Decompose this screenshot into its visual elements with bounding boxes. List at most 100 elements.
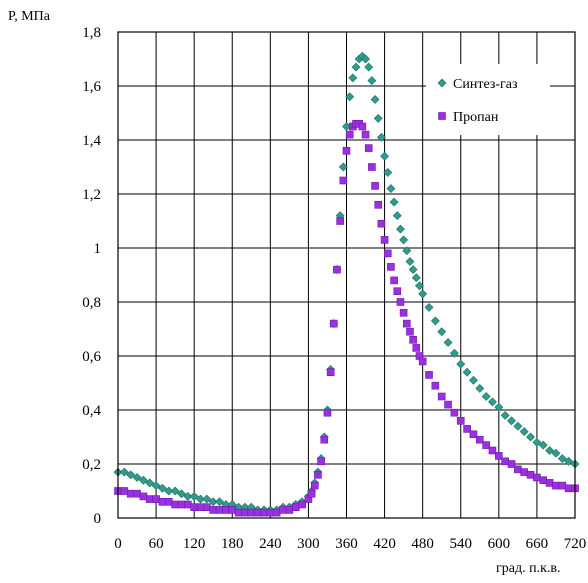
data-point bbox=[393, 287, 402, 296]
data-point bbox=[342, 147, 351, 155]
data-point bbox=[526, 470, 535, 479]
y-tick-label: 0 bbox=[94, 511, 102, 527]
data-point bbox=[196, 503, 205, 512]
data-point bbox=[158, 497, 167, 506]
x-tick-label: 720 bbox=[564, 536, 587, 552]
x-tick-label: 540 bbox=[450, 536, 473, 552]
data-point bbox=[475, 383, 485, 393]
data-point bbox=[333, 265, 341, 274]
data-point bbox=[272, 508, 281, 517]
data-point bbox=[396, 224, 405, 234]
data-point bbox=[514, 465, 522, 474]
data-point bbox=[234, 508, 243, 517]
data-point bbox=[323, 408, 332, 417]
data-point bbox=[383, 167, 393, 177]
data-point bbox=[399, 235, 409, 245]
data-point bbox=[126, 489, 135, 498]
data-point bbox=[390, 276, 398, 285]
data-point bbox=[532, 437, 542, 447]
data-point bbox=[126, 470, 136, 480]
data-point bbox=[202, 494, 212, 504]
data-point bbox=[241, 508, 249, 517]
y-tick-label: 1,4 bbox=[82, 133, 101, 149]
x-tick-label: 480 bbox=[411, 536, 434, 552]
data-point bbox=[386, 184, 396, 194]
x-axis-title: град. п.к.в. bbox=[496, 561, 560, 576]
data-point bbox=[402, 246, 412, 256]
data-point bbox=[469, 430, 478, 439]
data-point bbox=[507, 460, 516, 468]
data-point bbox=[222, 506, 230, 514]
data-point bbox=[494, 402, 504, 412]
data-point bbox=[345, 92, 355, 102]
data-point bbox=[158, 483, 167, 493]
data-point bbox=[285, 506, 294, 514]
data-point bbox=[208, 497, 218, 507]
data-point bbox=[348, 73, 358, 83]
y-axis-title: P, МПа bbox=[8, 9, 51, 24]
data-point bbox=[456, 416, 465, 425]
x-tick-label: 180 bbox=[221, 536, 244, 552]
data-point bbox=[500, 410, 510, 420]
legend-marker bbox=[438, 112, 446, 120]
data-point bbox=[425, 371, 433, 379]
data-point bbox=[488, 446, 497, 455]
data-point bbox=[415, 281, 424, 291]
data-point bbox=[519, 427, 529, 437]
data-point bbox=[443, 338, 453, 347]
data-point bbox=[564, 484, 573, 493]
data-point bbox=[383, 249, 392, 258]
data-point bbox=[345, 130, 354, 139]
data-point bbox=[520, 468, 529, 476]
data-point bbox=[307, 489, 316, 498]
data-point bbox=[389, 197, 399, 207]
data-point bbox=[418, 289, 428, 299]
data-point bbox=[119, 467, 129, 477]
data-point bbox=[411, 273, 421, 283]
data-point bbox=[551, 448, 561, 458]
x-tick-label: 0 bbox=[114, 536, 122, 552]
y-tick-label: 0,2 bbox=[82, 457, 101, 473]
y-tick-label: 1,8 bbox=[82, 25, 101, 41]
data-point bbox=[298, 500, 306, 509]
x-axis-ticks: 0 60 120 180 240 300 360 420 480 540 600 660 720 bbox=[114, 536, 586, 552]
data-point bbox=[377, 219, 386, 228]
data-point bbox=[463, 425, 471, 433]
data-point bbox=[183, 491, 193, 501]
data-point bbox=[437, 327, 447, 337]
data-point bbox=[380, 236, 389, 244]
data-point bbox=[469, 375, 478, 385]
data-point bbox=[189, 491, 199, 501]
data-point bbox=[370, 95, 380, 104]
data-point bbox=[266, 508, 275, 517]
data-point bbox=[392, 211, 402, 221]
data-point bbox=[338, 162, 348, 172]
data-point bbox=[373, 113, 383, 123]
data-point bbox=[437, 392, 446, 401]
data-point bbox=[552, 481, 560, 490]
data-point bbox=[358, 122, 367, 131]
data-point bbox=[314, 470, 322, 479]
legend: Синтез-газ Пропан bbox=[426, 64, 550, 135]
data-point bbox=[320, 435, 329, 444]
data-point bbox=[557, 454, 567, 464]
data-point bbox=[145, 478, 155, 488]
data-point bbox=[387, 263, 395, 271]
data-point bbox=[481, 392, 491, 401]
data-point bbox=[215, 497, 224, 507]
x-tick-label: 240 bbox=[259, 536, 282, 552]
data-point bbox=[424, 302, 434, 312]
data-point bbox=[545, 479, 554, 487]
data-point bbox=[177, 500, 186, 509]
data-point bbox=[310, 481, 319, 490]
data-point bbox=[526, 432, 535, 442]
data-point bbox=[203, 503, 211, 512]
data-point bbox=[247, 508, 256, 517]
data-point bbox=[402, 319, 411, 328]
data-point bbox=[475, 435, 484, 444]
x-tick-label: 60 bbox=[149, 536, 164, 552]
y-tick-label: 1 bbox=[94, 241, 102, 257]
data-point bbox=[190, 503, 198, 512]
data-point bbox=[279, 506, 287, 514]
